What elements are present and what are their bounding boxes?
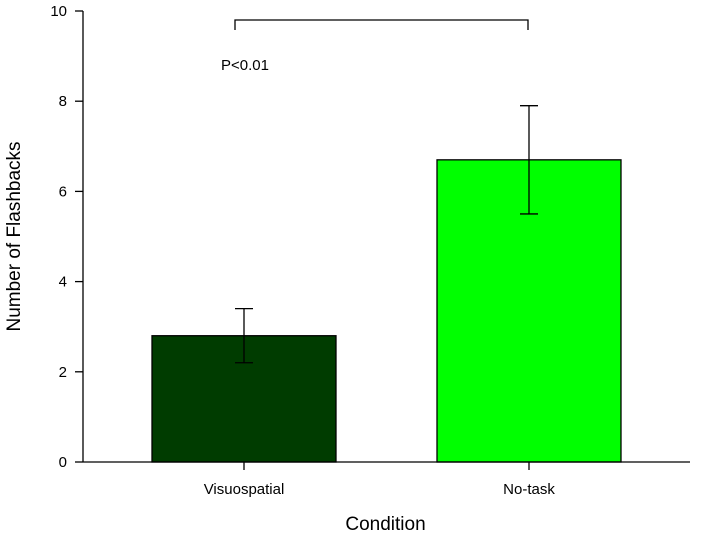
y-tick-label: 8 bbox=[59, 93, 67, 110]
x-axis-title: Condition bbox=[345, 514, 425, 535]
y-tick-label: 4 bbox=[59, 274, 67, 291]
x-tick-label: Visuospatial bbox=[204, 481, 285, 498]
error-bars-group bbox=[235, 105, 538, 364]
y-axis-title: Number of Flashbacks bbox=[4, 141, 25, 331]
bars-group bbox=[151, 159, 622, 463]
significance-bracket bbox=[234, 19, 529, 31]
y-ticks-group: 0 2 4 6 8 10 bbox=[50, 3, 83, 471]
y-tick-label: 10 bbox=[50, 3, 67, 20]
x-tick-label: No-task bbox=[503, 481, 555, 498]
error-bar-no-task bbox=[520, 105, 538, 215]
x-ticks-group: Visuospatial No-task bbox=[204, 462, 555, 498]
significance-label: P<0.01 bbox=[221, 57, 269, 74]
error-bar-visuospatial bbox=[235, 308, 253, 364]
y-tick-label: 6 bbox=[59, 183, 67, 200]
y-tick-label: 2 bbox=[59, 364, 67, 381]
y-tick-label: 0 bbox=[59, 454, 67, 471]
